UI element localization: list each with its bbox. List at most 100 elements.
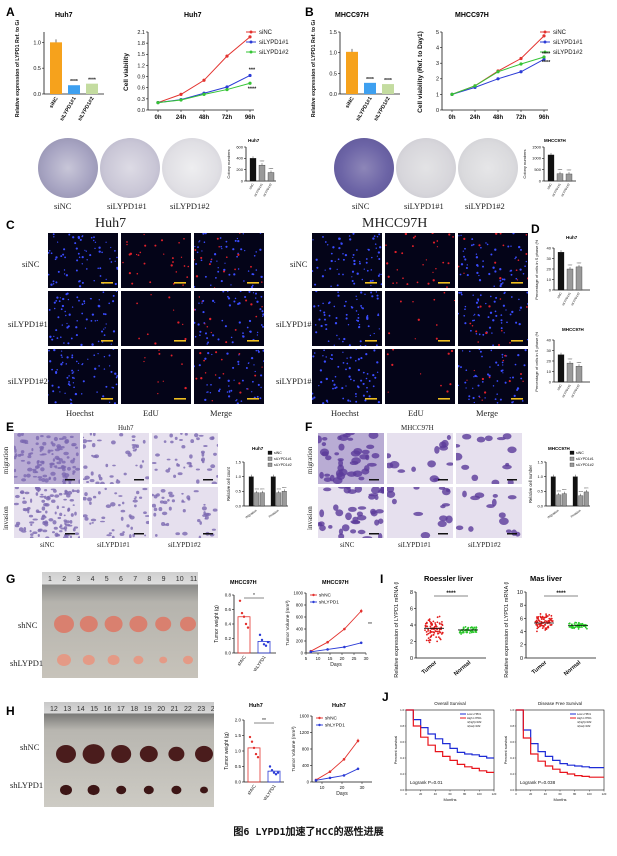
stained-cell bbox=[132, 445, 136, 449]
stained-cell bbox=[144, 534, 147, 537]
cell-nucleus bbox=[501, 329, 503, 332]
cell-nucleus bbox=[357, 368, 361, 372]
stained-cell bbox=[83, 465, 88, 469]
panel-label-i: I bbox=[380, 572, 384, 586]
cell-nucleus bbox=[75, 326, 78, 329]
cell-nucleus bbox=[376, 297, 379, 300]
stained-cell bbox=[73, 490, 78, 492]
cell-nucleus bbox=[98, 250, 101, 253]
x-tick-label: 20 bbox=[529, 792, 533, 796]
cell-nucleus bbox=[447, 352, 450, 355]
x-tick-label: 72h bbox=[516, 115, 527, 121]
stained-cell bbox=[188, 464, 193, 468]
stained-cell bbox=[161, 511, 168, 516]
cell-nucleus bbox=[261, 366, 263, 368]
bar bbox=[281, 491, 287, 507]
edu-image-tile bbox=[312, 233, 382, 288]
cell-nucleus bbox=[262, 349, 264, 352]
data-point bbox=[202, 92, 206, 96]
ruler-number: 13 bbox=[63, 706, 71, 713]
column-label: siLYPD1#2 bbox=[468, 541, 501, 549]
cell-nucleus bbox=[345, 300, 347, 303]
cell-nucleus bbox=[472, 319, 474, 322]
cell-nucleus bbox=[199, 334, 201, 337]
cell-nucleus bbox=[222, 270, 226, 273]
y-tick-label: 0 bbox=[520, 656, 523, 662]
x-tick-label: siLYPD1#2 bbox=[560, 182, 571, 197]
cell-nucleus bbox=[365, 353, 368, 356]
legend-label: High LYPD1 bbox=[577, 716, 592, 720]
cell-nucleus bbox=[60, 350, 63, 352]
cell-nucleus bbox=[51, 368, 54, 371]
cell-nucleus bbox=[473, 314, 475, 316]
edu-image-tile bbox=[458, 233, 528, 288]
cell-nucleus bbox=[346, 357, 348, 359]
cell-nucleus bbox=[356, 298, 358, 301]
legend-marker bbox=[249, 30, 253, 34]
row-label-invasion: invasion bbox=[306, 506, 314, 530]
cell-nucleus bbox=[385, 244, 387, 246]
stained-cell bbox=[427, 460, 436, 468]
cell-nucleus bbox=[505, 309, 507, 311]
stained-cell bbox=[92, 455, 97, 458]
cell-nucleus bbox=[227, 379, 230, 382]
series-line-0 bbox=[451, 35, 545, 95]
cell-nucleus bbox=[60, 255, 63, 258]
cell-nucleus bbox=[498, 344, 500, 346]
cell-nucleus bbox=[469, 350, 471, 353]
cell-nucleus bbox=[315, 291, 318, 293]
stained-cell bbox=[337, 435, 342, 441]
cell-nucleus bbox=[143, 360, 145, 363]
stained-cell bbox=[201, 506, 207, 511]
column-label: Merge bbox=[476, 408, 499, 418]
cell-nucleus bbox=[89, 254, 92, 257]
cell-nucleus bbox=[347, 399, 350, 402]
stained-cell bbox=[32, 531, 38, 534]
cell-nucleus bbox=[198, 302, 200, 304]
edu-image-tile bbox=[312, 349, 382, 404]
stained-cell bbox=[492, 493, 498, 498]
bar bbox=[276, 492, 282, 507]
tumor-shnc bbox=[54, 615, 74, 633]
cell-nucleus bbox=[48, 349, 50, 352]
cell-nucleus bbox=[178, 241, 180, 244]
data-point bbox=[314, 779, 318, 782]
y-axis-label: Colony numbers bbox=[226, 149, 231, 178]
cell-nucleus bbox=[411, 245, 414, 248]
bar bbox=[258, 164, 266, 182]
cell-nucleus bbox=[122, 261, 124, 264]
cell-nucleus bbox=[129, 252, 133, 255]
cell-nucleus bbox=[96, 319, 98, 322]
cell-nucleus bbox=[259, 233, 262, 234]
y-tick-label: 6 bbox=[520, 616, 523, 622]
y-tick-label: 0.6 bbox=[510, 740, 514, 744]
stained-cell bbox=[161, 496, 165, 500]
cell-nucleus bbox=[255, 269, 258, 271]
legend-label: siLYPD1#1 bbox=[259, 40, 289, 46]
bar bbox=[68, 85, 80, 94]
y-tick-label: 40 bbox=[547, 337, 552, 342]
stained-cell bbox=[354, 487, 363, 493]
data-point bbox=[573, 627, 576, 630]
y-tick-label: 30 bbox=[547, 348, 552, 353]
cell-nucleus bbox=[475, 253, 478, 255]
cell-nucleus bbox=[468, 398, 470, 401]
panel-g-volume-title: MHCC97H bbox=[322, 580, 349, 586]
cell-nucleus bbox=[215, 277, 217, 279]
cell-nucleus bbox=[477, 306, 480, 309]
stained-cell bbox=[110, 440, 116, 445]
dish-label: siNC bbox=[352, 201, 370, 211]
cell-nucleus bbox=[460, 291, 463, 294]
cell-nucleus bbox=[103, 368, 106, 370]
stained-cell bbox=[78, 479, 80, 484]
cell-nucleus bbox=[366, 386, 368, 389]
data-point bbox=[475, 631, 478, 634]
legend-marker bbox=[543, 50, 547, 54]
cell-nucleus bbox=[232, 366, 235, 369]
cell-nucleus bbox=[204, 357, 207, 360]
legend-swatch bbox=[267, 450, 273, 455]
stained-cell bbox=[367, 462, 377, 467]
stained-cell bbox=[321, 442, 327, 447]
cell-nucleus bbox=[227, 295, 229, 298]
